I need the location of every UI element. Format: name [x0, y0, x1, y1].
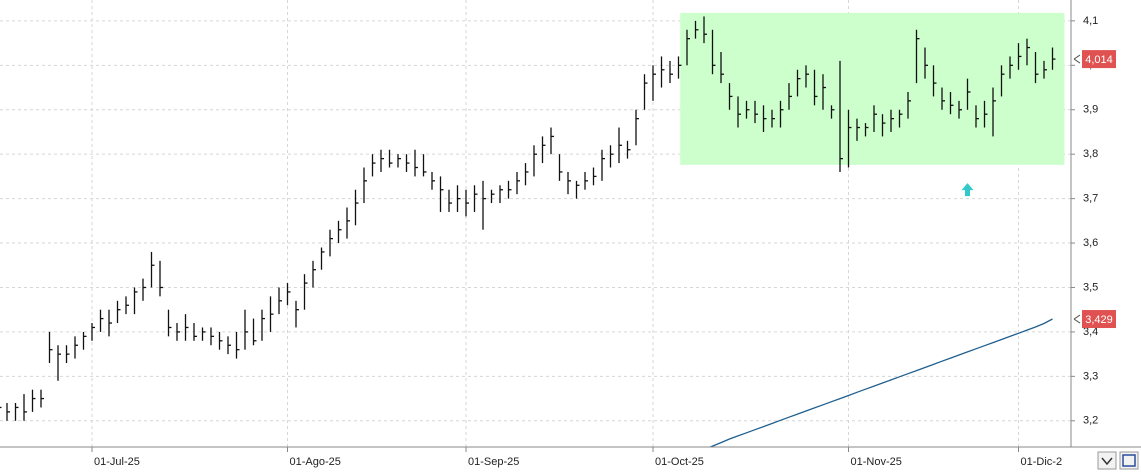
x-tick-label: 01-Oct-25	[655, 456, 704, 468]
scroll-icon	[1101, 457, 1113, 466]
y-tick-label: 3,3	[1083, 370, 1098, 382]
scroll-button[interactable]	[1097, 451, 1117, 470]
y-tick-label: 3,5	[1083, 281, 1098, 293]
last-value-pointer	[1073, 314, 1081, 324]
y-tick-label: 3,4	[1083, 326, 1098, 338]
axes: 3,23,33,43,53,63,73,83,94,04,101-Jul-250…	[91, 15, 1116, 468]
y-tick-label: 3,8	[1083, 148, 1098, 160]
y-tick-label: 3,6	[1083, 237, 1098, 249]
last-value-label: 3,429	[1085, 314, 1113, 326]
y-tick-label: 4,1	[1083, 15, 1098, 27]
save-icon	[1122, 454, 1136, 467]
x-tick-label: 01-Jul-25	[94, 456, 140, 468]
moving-average	[708, 318, 1053, 447]
last-value-label: 4,014	[1085, 54, 1113, 66]
plot-area	[0, 12, 1065, 447]
x-tick-label: 01-Ago-25	[290, 456, 341, 468]
signal-arrow	[961, 183, 974, 197]
x-tick-label: 01-Dic-2	[1021, 456, 1063, 468]
y-tick-label: 3,2	[1083, 415, 1098, 427]
last-value-pointer	[1073, 54, 1081, 64]
last-value-box	[1082, 50, 1116, 69]
last-value-box	[1082, 310, 1116, 329]
y-tick-label: 3,9	[1083, 104, 1098, 116]
y-tick-label: 3,7	[1083, 193, 1098, 205]
x-tick-label: 01-Sep-25	[468, 456, 519, 468]
save-button[interactable]	[1119, 451, 1139, 470]
highlight-zone	[680, 12, 1065, 165]
x-tick-label: 01-Nov-25	[851, 456, 902, 468]
